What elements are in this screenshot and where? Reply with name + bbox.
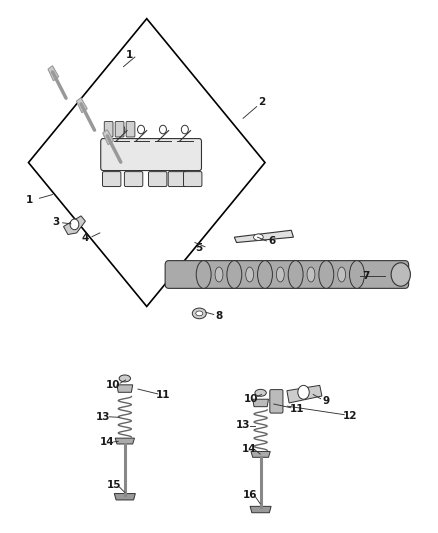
Polygon shape — [250, 506, 271, 513]
Text: 15: 15 — [106, 480, 121, 490]
Text: 14: 14 — [241, 444, 256, 454]
Polygon shape — [48, 66, 59, 81]
Text: 13: 13 — [236, 421, 251, 430]
FancyBboxPatch shape — [124, 172, 143, 187]
Polygon shape — [234, 230, 293, 243]
Polygon shape — [103, 130, 113, 145]
Ellipse shape — [246, 267, 254, 282]
FancyBboxPatch shape — [148, 172, 167, 187]
FancyBboxPatch shape — [101, 139, 201, 171]
FancyBboxPatch shape — [168, 172, 187, 187]
FancyBboxPatch shape — [104, 122, 113, 137]
Polygon shape — [251, 451, 270, 457]
Text: 11: 11 — [290, 405, 304, 414]
Polygon shape — [253, 399, 268, 407]
Ellipse shape — [119, 375, 131, 382]
Text: 13: 13 — [95, 412, 110, 422]
Text: 1: 1 — [26, 195, 33, 205]
Text: 5: 5 — [196, 243, 203, 253]
Ellipse shape — [196, 311, 203, 316]
FancyBboxPatch shape — [102, 172, 121, 187]
Text: 10: 10 — [244, 394, 258, 403]
Text: 6: 6 — [268, 236, 275, 246]
Ellipse shape — [338, 267, 346, 282]
Circle shape — [70, 219, 79, 230]
Ellipse shape — [288, 261, 303, 288]
Circle shape — [298, 385, 309, 399]
Ellipse shape — [215, 267, 223, 282]
FancyBboxPatch shape — [126, 122, 135, 137]
Polygon shape — [115, 438, 134, 444]
Text: 12: 12 — [343, 411, 358, 421]
Text: 8: 8 — [215, 311, 223, 320]
Text: 4: 4 — [82, 233, 89, 243]
Circle shape — [391, 263, 410, 286]
Text: 10: 10 — [106, 380, 120, 390]
Polygon shape — [64, 216, 85, 235]
FancyBboxPatch shape — [184, 172, 202, 187]
Ellipse shape — [196, 261, 211, 288]
FancyBboxPatch shape — [115, 122, 124, 137]
Ellipse shape — [254, 234, 263, 240]
Text: 2: 2 — [258, 98, 265, 107]
Ellipse shape — [258, 261, 272, 288]
Polygon shape — [117, 385, 133, 392]
Ellipse shape — [319, 261, 334, 288]
Ellipse shape — [255, 389, 266, 397]
Polygon shape — [77, 98, 87, 113]
Polygon shape — [114, 494, 135, 500]
Polygon shape — [287, 385, 322, 403]
FancyBboxPatch shape — [270, 390, 283, 413]
Text: 14: 14 — [100, 438, 115, 447]
Text: 9: 9 — [323, 396, 330, 406]
Ellipse shape — [307, 267, 315, 282]
Text: 3: 3 — [53, 217, 60, 227]
Ellipse shape — [350, 261, 364, 288]
Ellipse shape — [276, 267, 284, 282]
Ellipse shape — [192, 308, 206, 319]
Text: 1: 1 — [126, 50, 133, 60]
Text: 7: 7 — [362, 271, 369, 280]
Text: 11: 11 — [156, 391, 171, 400]
Ellipse shape — [227, 261, 242, 288]
FancyBboxPatch shape — [165, 261, 409, 288]
Text: 16: 16 — [242, 490, 257, 499]
